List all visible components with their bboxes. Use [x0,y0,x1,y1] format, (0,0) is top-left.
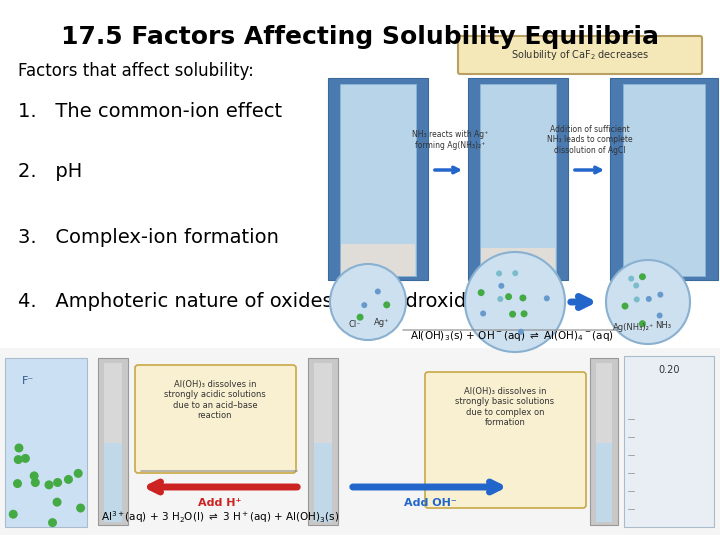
Text: Ag(NH₃)₂⁺: Ag(NH₃)₂⁺ [613,323,654,332]
Bar [328,78,428,280]
Bar [104,443,122,522]
Circle shape [498,283,504,289]
Text: Add H⁺: Add H⁺ [198,498,242,508]
Circle shape [53,478,62,487]
Circle shape [639,320,646,327]
Circle shape [498,296,503,302]
Text: 2.   pH: 2. pH [18,162,82,181]
Bar [480,84,556,276]
Text: Al$^{3+}$(aq) + 3 H$_2$O(l) $\rightleftharpoons$ 3 H$^+$(aq) + Al(OH)$_3$(s): Al$^{3+}$(aq) + 3 H$_2$O(l) $\rightlefth… [101,509,339,525]
Text: NH₃: NH₃ [654,321,671,329]
Bar [596,363,612,522]
Text: 4.   Amphoteric nature of oxides and hydroxides: 4. Amphoteric nature of oxides and hydro… [18,292,488,311]
FancyBboxPatch shape [425,372,586,508]
Circle shape [496,271,502,276]
Circle shape [361,302,367,308]
Circle shape [629,275,634,281]
Circle shape [646,296,652,302]
Text: 1.   The common-ion effect: 1. The common-ion effect [18,102,282,121]
Bar [341,244,415,276]
Bar [314,363,332,522]
Bar [308,358,338,525]
Bar [590,358,618,525]
Text: 0.20: 0.20 [658,365,680,375]
Text: 17.5 Factors Affecting Solubility Equilibria: 17.5 Factors Affecting Solubility Equili… [61,25,659,49]
Circle shape [544,295,550,301]
Bar [98,358,128,525]
FancyBboxPatch shape [135,365,296,473]
Bar [314,443,332,522]
Circle shape [519,294,526,301]
Circle shape [633,282,639,288]
Text: Cl⁻: Cl⁻ [348,320,361,329]
Circle shape [621,302,629,309]
Bar [610,78,718,280]
Circle shape [45,481,53,489]
Circle shape [356,314,364,321]
Circle shape [9,510,18,519]
Circle shape [657,292,663,298]
Text: Ag⁺: Ag⁺ [374,319,389,327]
Bar [104,363,122,522]
Bar [468,78,568,280]
Text: F⁻: F⁻ [22,376,35,386]
Text: Addition of sufficient
NH₃ leads to complete
dissolution of AgCl: Addition of sufficient NH₃ leads to comp… [547,125,633,155]
Circle shape [505,293,512,300]
Circle shape [606,260,690,344]
Text: Al(OH)₃ dissolves in
strongly basic solutions
due to complex on
formation: Al(OH)₃ dissolves in strongly basic solu… [456,387,554,427]
Text: Add OH⁻: Add OH⁻ [404,498,456,508]
Circle shape [383,301,390,308]
Circle shape [634,296,640,302]
Circle shape [375,288,381,294]
Circle shape [509,310,516,318]
Circle shape [480,310,486,316]
Circle shape [639,273,646,280]
Bar [340,84,416,276]
Circle shape [13,479,22,488]
Bar [596,443,612,522]
Text: Factors that affect solubility:: Factors that affect solubility: [18,62,254,80]
Circle shape [477,289,485,296]
Text: Al(OH)₃ dissolves in
strongly acidic solutions
due to an acid–base
reaction: Al(OH)₃ dissolves in strongly acidic sol… [164,380,266,420]
Circle shape [21,454,30,463]
Circle shape [518,329,524,335]
Bar [624,356,714,527]
FancyBboxPatch shape [458,36,702,74]
Circle shape [657,313,662,319]
Circle shape [53,498,61,507]
Circle shape [31,478,40,487]
Circle shape [330,264,406,340]
Bar [481,248,555,276]
Circle shape [64,475,73,484]
Bar [0,348,720,535]
Circle shape [73,469,83,478]
Circle shape [76,503,85,512]
Bar [5,358,87,527]
Bar [623,84,705,276]
Circle shape [521,310,528,318]
Text: NH₃ reacts with Ag⁺
forming Ag(NH₃)₂⁺: NH₃ reacts with Ag⁺ forming Ag(NH₃)₂⁺ [412,130,488,150]
Text: Solubility of CaF$_2$ decreases: Solubility of CaF$_2$ decreases [511,48,649,62]
Circle shape [48,518,57,527]
Text: 3.   Complex-ion formation: 3. Complex-ion formation [18,228,279,247]
Circle shape [30,471,39,481]
Circle shape [465,252,565,352]
Text: Al(OH)$_3$(s) + OH$^-$(aq) $\rightleftharpoons$ Al(OH)$_4$$^-$(aq): Al(OH)$_3$(s) + OH$^-$(aq) $\rightleftha… [410,329,614,343]
Circle shape [14,443,24,453]
Circle shape [512,270,518,276]
Circle shape [14,455,23,464]
